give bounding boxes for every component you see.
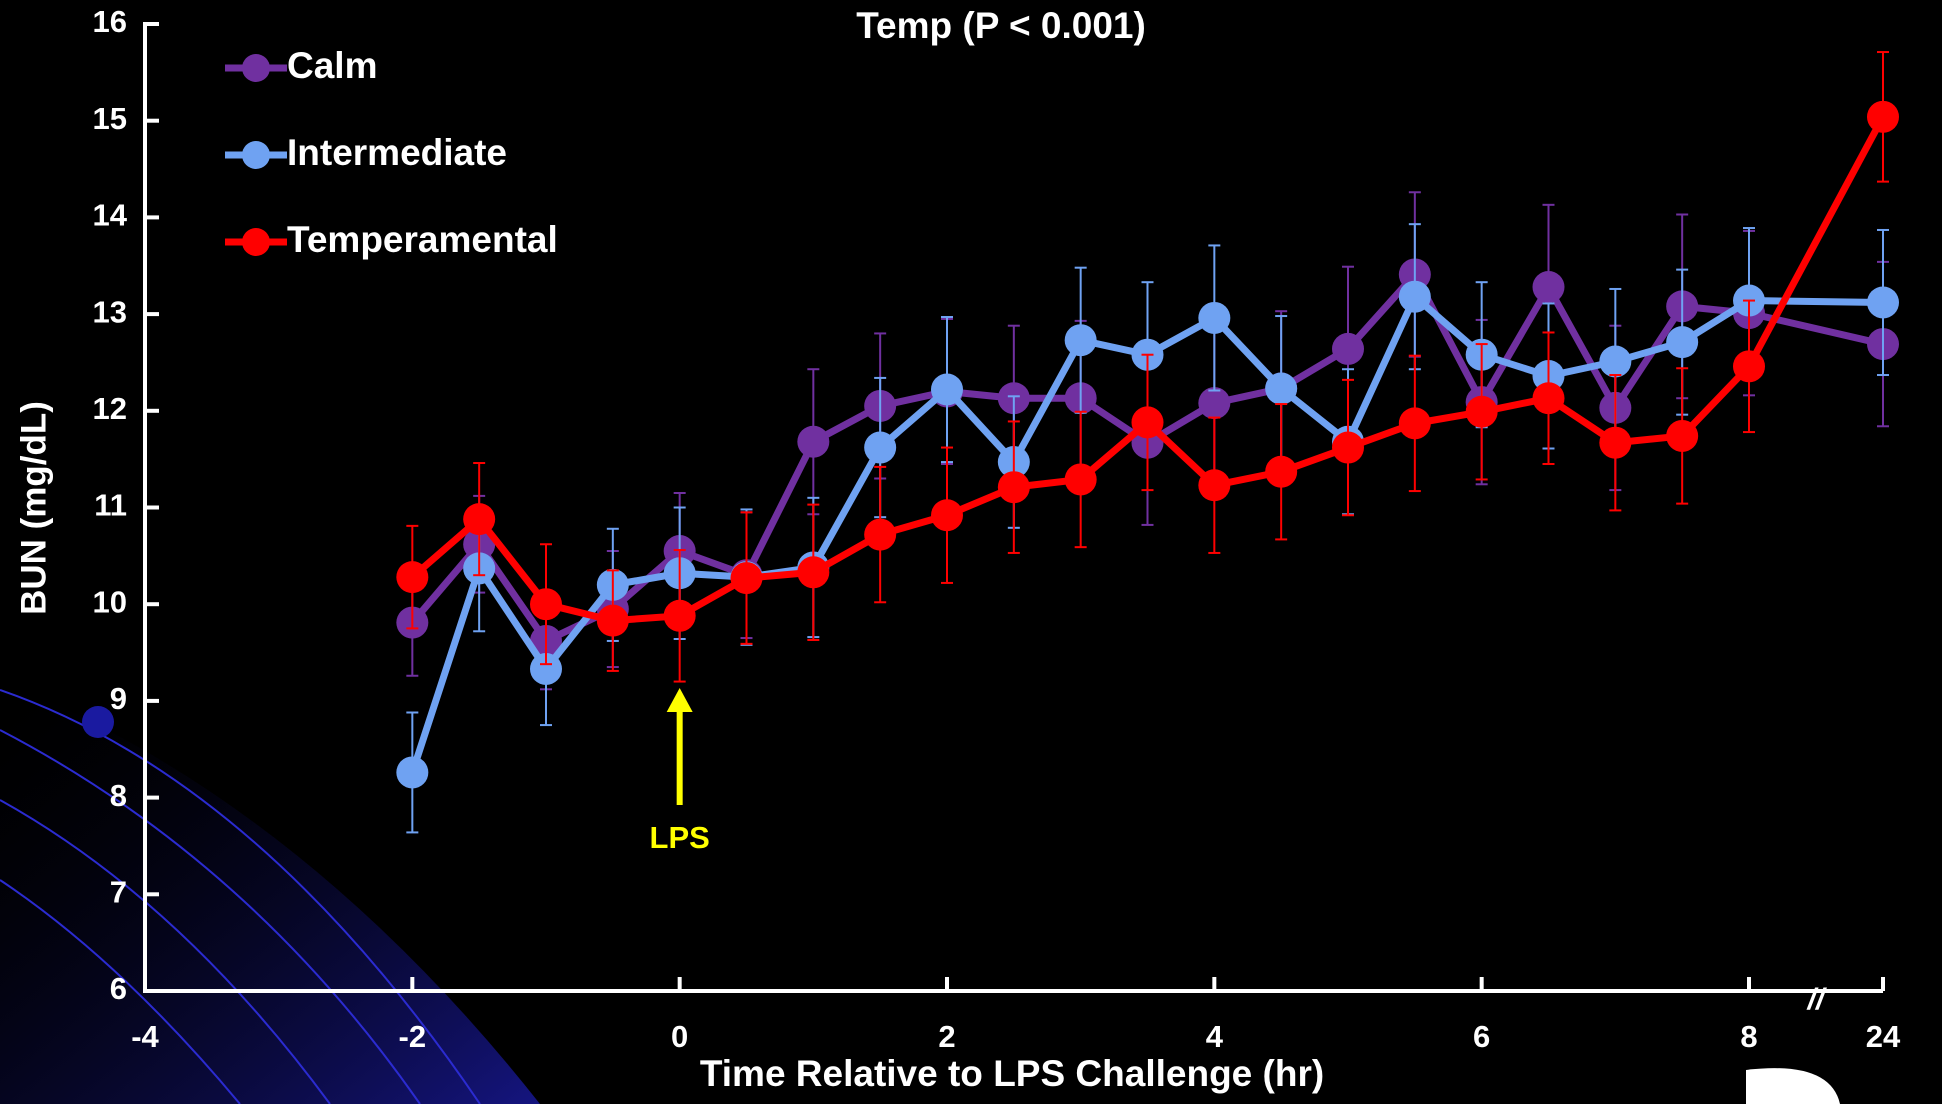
marker [1733, 350, 1765, 383]
y-tick-label: 12 [93, 391, 127, 426]
marker [463, 503, 496, 536]
x-tick-label: -4 [131, 1019, 159, 1054]
marker [864, 518, 897, 551]
marker [1398, 280, 1431, 313]
marker [1599, 345, 1632, 378]
y-tick-label: 14 [93, 198, 128, 233]
marker [1198, 301, 1231, 334]
marker [1064, 324, 1097, 357]
marker [396, 561, 429, 594]
marker [663, 599, 696, 632]
marker [997, 471, 1030, 504]
marker [530, 652, 562, 685]
background-decoration [0, 680, 1840, 1104]
legend-label: Calm [287, 45, 377, 86]
legend-marker [242, 141, 270, 169]
x-tick-label: 0 [671, 1019, 688, 1054]
y-tick-label: 13 [93, 294, 127, 329]
chart-title: Temp (P < 0.001) [856, 5, 1146, 46]
series-line [409, 293, 1884, 774]
marker [1666, 326, 1699, 359]
marker [1532, 271, 1565, 304]
annotation-arrowhead [666, 688, 693, 712]
legend-marker [242, 54, 270, 82]
x-tick-label: 24 [1866, 1019, 1901, 1054]
marker [1265, 372, 1298, 405]
marker [797, 556, 830, 589]
y-tick-label: 10 [93, 584, 127, 619]
y-tick-label: 7 [110, 874, 127, 909]
marker [596, 604, 629, 637]
marker [1867, 286, 1899, 319]
x-tick-label: 4 [1206, 1019, 1224, 1054]
marker [1666, 419, 1699, 452]
legend-label: Intermediate [287, 132, 507, 173]
marker [1198, 469, 1231, 502]
legend-label: Temperamental [287, 219, 558, 260]
marker [396, 756, 429, 789]
axis-break: // [1806, 983, 1827, 1016]
series [396, 51, 1899, 683]
legend-marker [242, 228, 270, 256]
marker [1465, 395, 1498, 428]
marker [931, 499, 963, 532]
marker [931, 373, 963, 406]
x-tick-label: 8 [1740, 1019, 1757, 1054]
x-tick-label: 2 [938, 1019, 955, 1054]
x-tick-label: 6 [1473, 1019, 1490, 1054]
y-tick-label: 15 [93, 101, 127, 136]
y-tick-label: 11 [94, 488, 127, 523]
y-tick-label: 6 [110, 971, 127, 1006]
marker [1198, 387, 1231, 420]
marker [1131, 406, 1164, 439]
marker [797, 425, 830, 458]
marker [1332, 431, 1364, 464]
marker [864, 431, 897, 464]
y-tick-label: 16 [93, 4, 127, 39]
marker [1599, 426, 1632, 459]
marker [530, 588, 562, 621]
x-axis-label: Time Relative to LPS Challenge (hr) [700, 1053, 1324, 1094]
annotation-label: LPS [650, 820, 710, 855]
marker [1064, 463, 1097, 496]
series-line [410, 115, 1887, 625]
y-tick-label: 9 [110, 681, 127, 716]
marker [1398, 407, 1431, 440]
marker [1532, 382, 1565, 415]
marker [1265, 455, 1298, 488]
y-tick-label: 8 [110, 778, 127, 813]
marker [1332, 332, 1364, 365]
marker [1867, 100, 1899, 133]
marker [730, 562, 763, 595]
y-axis-label: BUN (mg/dL) [14, 401, 53, 615]
x-tick-label: -2 [399, 1019, 427, 1054]
